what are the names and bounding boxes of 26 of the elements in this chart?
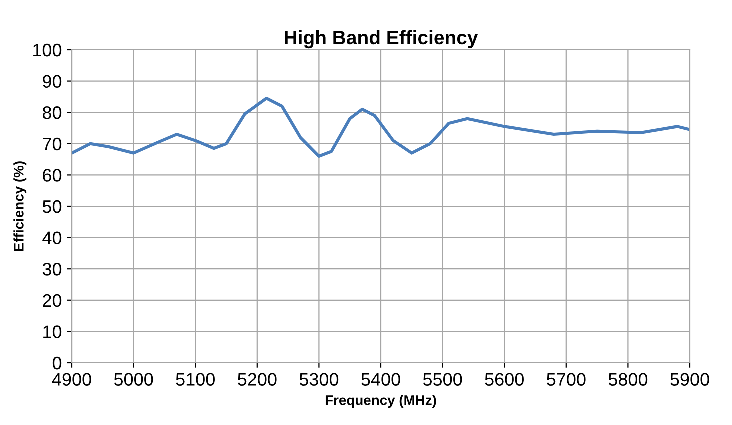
x-tick-label: 5600 bbox=[485, 373, 524, 386]
x-tick-label: 4900 bbox=[52, 373, 92, 386]
x-tick-label: 5700 bbox=[547, 373, 586, 386]
y-tick-label: 0 bbox=[52, 356, 62, 370]
x-tick-label: 5500 bbox=[423, 373, 462, 386]
y-axis-title: Efficiency (%) bbox=[14, 162, 27, 252]
y-tick-label: 40 bbox=[42, 232, 62, 245]
y-tick-label: 30 bbox=[42, 263, 62, 276]
y-tick-label: 60 bbox=[43, 169, 62, 182]
x-axis-title: Frequency (MHz) bbox=[326, 395, 436, 408]
x-tick-label: 5300 bbox=[300, 373, 339, 386]
x-tick-label: 5000 bbox=[114, 373, 154, 386]
x-tick-label: 5200 bbox=[238, 373, 277, 386]
line-series bbox=[72, 96, 690, 158]
chart-title: High Band Efficiency bbox=[285, 30, 478, 49]
y-tick-label: 70 bbox=[43, 138, 62, 151]
y-tick-label: 80 bbox=[42, 106, 62, 120]
x-tick-label: 5800 bbox=[608, 373, 648, 386]
x-tick-label: 5900 bbox=[670, 373, 710, 386]
x-tick-label: 5100 bbox=[176, 373, 215, 386]
y-tick-label: 100 bbox=[34, 44, 62, 57]
y-tick-label: 90 bbox=[43, 75, 62, 88]
x-tick-label: 5400 bbox=[362, 373, 400, 386]
y-tick-label: 20 bbox=[43, 294, 62, 308]
y-tick-label: 50 bbox=[42, 200, 62, 214]
y-tick-label: 10 bbox=[44, 326, 62, 338]
